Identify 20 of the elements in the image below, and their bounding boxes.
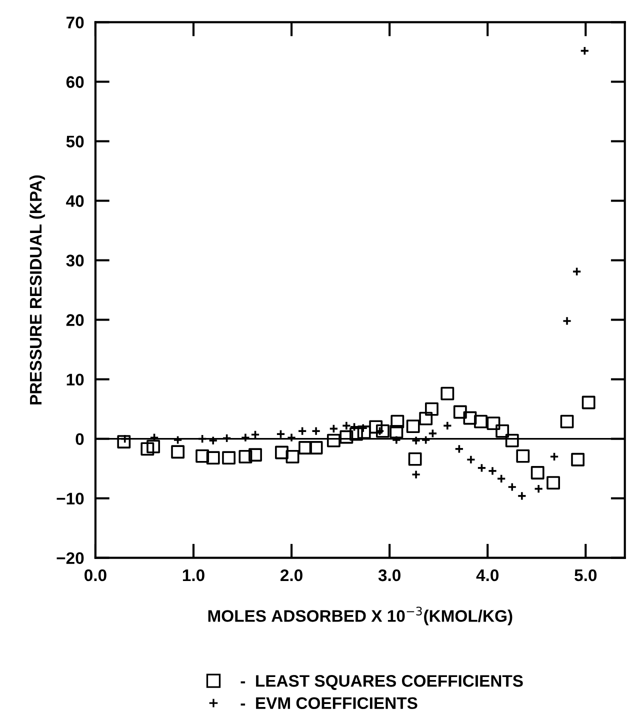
y-tick-label: 60 — [66, 76, 84, 88]
legend-label: - EVM COEFFICIENTS — [240, 697, 418, 710]
y-tick-label: 10 — [66, 374, 84, 386]
y-tick-label: 0 — [76, 433, 84, 446]
x-tick-label: 0.0 — [84, 569, 106, 582]
y-tick-label: 20 — [66, 314, 84, 326]
y-tick-label: 30 — [66, 254, 84, 266]
x-tick-label: 1.0 — [182, 569, 204, 582]
y-tick-label: 70 — [66, 16, 84, 28]
x-tick-label: 2.0 — [280, 569, 302, 582]
y-tick-label: 50 — [66, 136, 84, 148]
y-tick-label: −10 — [56, 492, 84, 505]
x-tick-label: 4.0 — [476, 569, 499, 582]
legend-label: - LEAST SQUARES COEFFICIENTS — [240, 675, 523, 690]
y-tick-label: 40 — [66, 195, 84, 207]
y-axis-title: PRESSURE RESIDUAL (KPA) — [29, 175, 45, 404]
y-tick-label: −20 — [56, 552, 84, 564]
x-axis-title: MOLES ADSORBED X 10$^{−3}$(KMOL/KG) — [208, 606, 512, 626]
x-tick-label: 5.0 — [574, 569, 597, 582]
x-tick-label: 3.0 — [378, 569, 400, 582]
